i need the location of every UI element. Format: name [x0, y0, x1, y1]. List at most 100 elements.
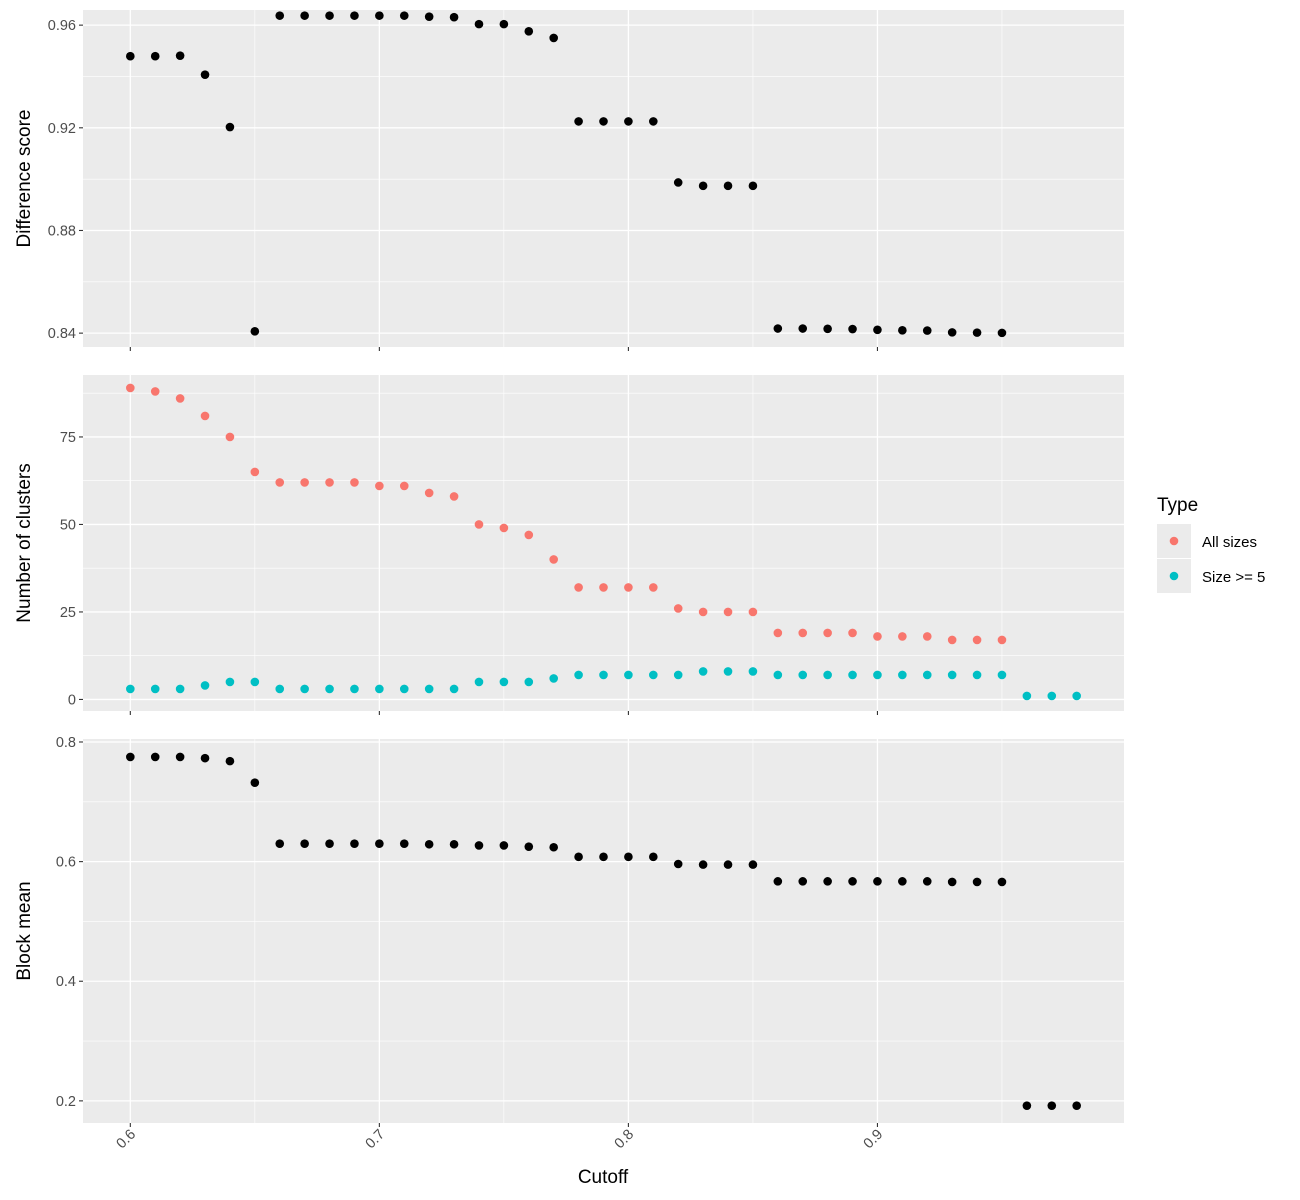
- data-point: [499, 523, 509, 533]
- data-point: [300, 11, 309, 20]
- data-point: [574, 852, 583, 862]
- data-point: [673, 859, 683, 869]
- y-tick-label: 0.88: [48, 223, 76, 239]
- data-point: [524, 27, 534, 36]
- data-point: [424, 684, 434, 694]
- series-block-mean: [126, 752, 1081, 1110]
- data-point: [972, 328, 982, 337]
- data-point: [549, 842, 558, 852]
- data-point: [574, 583, 583, 592]
- panel-background: [83, 375, 1124, 711]
- x-tick-label: 0.8: [612, 1127, 638, 1153]
- data-point: [673, 178, 683, 187]
- data-point: [126, 383, 135, 393]
- data-point: [723, 667, 733, 676]
- data-point: [972, 670, 982, 680]
- data-point: [624, 670, 633, 680]
- data-point: [698, 860, 708, 869]
- data-point: [449, 492, 459, 501]
- data-point: [624, 583, 633, 592]
- data-point: [375, 11, 384, 20]
- data-point: [848, 324, 857, 334]
- data-point: [624, 117, 633, 126]
- data-point: [997, 328, 1007, 338]
- data-point: [922, 632, 932, 641]
- data-point: [1022, 1101, 1032, 1110]
- panel-background: [83, 739, 1124, 1123]
- data-point: [574, 117, 583, 126]
- data-point: [250, 327, 260, 336]
- data-point: [798, 324, 808, 333]
- y-axis-title: Difference score: [14, 110, 35, 248]
- data-point: [922, 670, 932, 680]
- data-point: [399, 684, 409, 694]
- x-tick-label: 0.6: [114, 1127, 140, 1153]
- data-point: [424, 12, 434, 21]
- data-point: [823, 324, 832, 334]
- data-point: [1047, 691, 1057, 701]
- y-tick-label: 0.2: [56, 1094, 76, 1110]
- data-point: [898, 632, 907, 641]
- data-point: [972, 635, 982, 645]
- data-point: [300, 478, 309, 487]
- data-point: [424, 488, 434, 498]
- data-point: [474, 520, 484, 529]
- y-axis-title: Block mean: [14, 881, 35, 980]
- data-point: [898, 670, 907, 680]
- data-point: [474, 841, 484, 850]
- data-point: [275, 478, 285, 487]
- data-point: [873, 670, 882, 680]
- series-all-sizes: [126, 383, 1007, 645]
- data-point: [175, 394, 185, 403]
- data-point: [649, 670, 658, 680]
- data-point: [325, 478, 334, 487]
- data-point: [424, 839, 434, 849]
- data-point: [823, 877, 832, 886]
- data-point: [599, 583, 608, 592]
- data-point: [499, 841, 509, 850]
- data-point: [798, 877, 808, 886]
- data-point: [200, 411, 210, 421]
- data-point: [599, 117, 608, 126]
- data-point: [325, 11, 334, 20]
- data-point: [375, 481, 384, 491]
- data-point: [474, 677, 484, 687]
- data-point: [250, 677, 260, 687]
- data-point: [150, 684, 160, 694]
- data-point: [275, 839, 285, 848]
- data-point: [150, 387, 160, 396]
- data-point: [748, 181, 758, 191]
- data-point: [350, 684, 359, 694]
- data-point: [673, 670, 683, 680]
- y-tick-label: 0.8: [56, 735, 76, 751]
- legend-key-all-sizes: [1169, 536, 1179, 546]
- data-point: [898, 326, 907, 335]
- panel-background: [83, 10, 1124, 347]
- y-tick-label: 0.6: [56, 855, 76, 871]
- data-point: [599, 852, 608, 862]
- y-tick-label: 0.4: [56, 974, 76, 990]
- data-point: [574, 670, 583, 680]
- data-point: [175, 684, 185, 694]
- legend: Type All sizes Size >= 5: [1157, 495, 1265, 593]
- data-point: [947, 328, 957, 337]
- data-point: [150, 752, 160, 762]
- data-point: [300, 839, 309, 848]
- data-point: [375, 839, 384, 848]
- data-point: [823, 670, 832, 680]
- data-point: [947, 635, 957, 645]
- data-point: [350, 478, 359, 487]
- data-point: [624, 852, 633, 862]
- data-point: [225, 756, 235, 766]
- x-tick-label: 0.9: [861, 1127, 887, 1153]
- data-point: [175, 752, 185, 762]
- data-point: [225, 122, 235, 132]
- data-point: [1047, 1101, 1057, 1110]
- data-point: [549, 674, 558, 683]
- data-point: [200, 681, 210, 690]
- data-point: [972, 877, 982, 887]
- data-point: [673, 604, 683, 613]
- data-point: [399, 481, 409, 491]
- panel-blockmean: 0.2 0.4 0.6 0.8 0.6 0.7 0.8 0.9 Block mean: [14, 735, 1124, 1152]
- data-point: [474, 19, 484, 29]
